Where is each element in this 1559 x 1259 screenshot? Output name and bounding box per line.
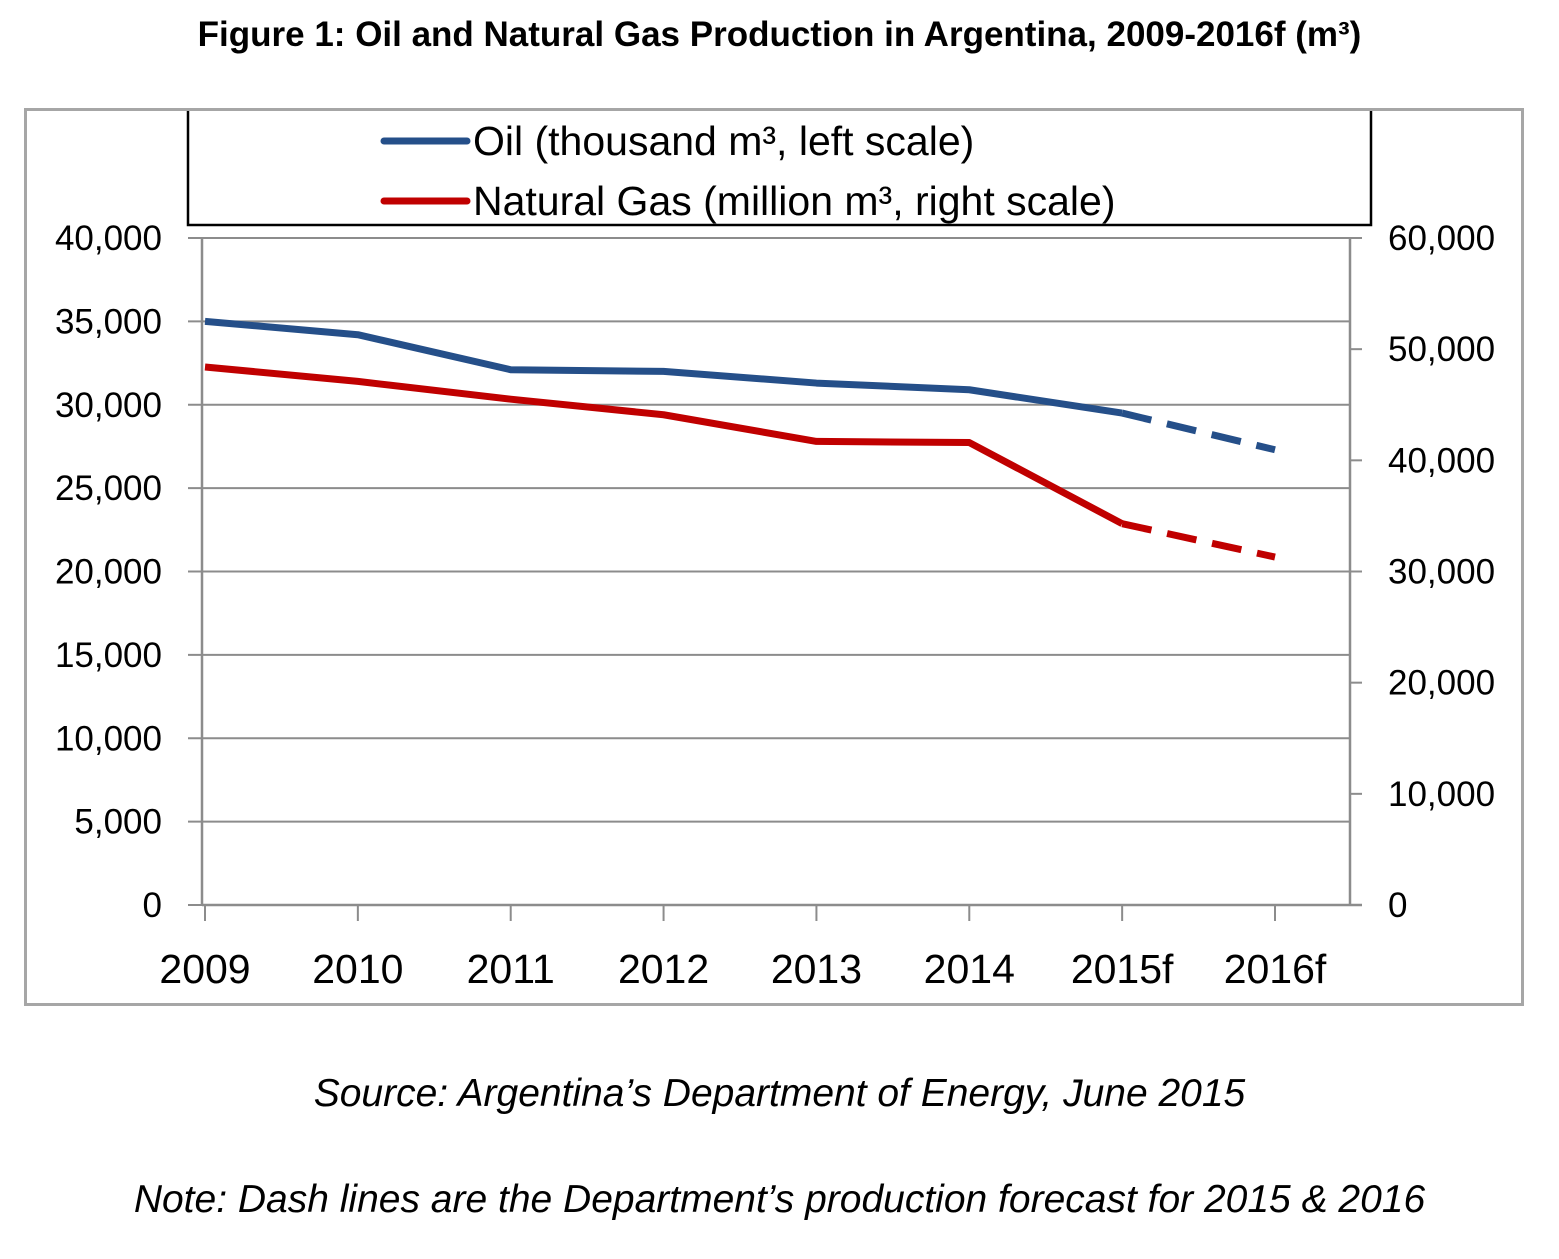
legend: Oil (thousand m³, left scale) Natural Gas… xyxy=(186,111,1373,227)
left-tick-label: 40,000 xyxy=(55,219,162,258)
right-tick-label: 0 xyxy=(1388,886,1407,925)
left-tick-label: 20,000 xyxy=(55,553,162,592)
x-tick-label: 2011 xyxy=(467,946,555,992)
series-line-0 xyxy=(204,317,1123,417)
gridlines xyxy=(202,237,1350,823)
series-layer xyxy=(204,317,1276,561)
legend-label-1: Natural Gas (million m³, right scale) xyxy=(473,178,1116,224)
chart-frame: 0 5,000 10,000 15,000 20,000 25,000 30,000 35,0… xyxy=(24,108,1524,1006)
legend-label-0: Oil (thousand m³, left scale) xyxy=(473,118,974,164)
series-forecast-line-0 xyxy=(1121,409,1276,454)
x-tick-label: 2012 xyxy=(618,946,709,992)
left-tick-label: 35,000 xyxy=(55,302,162,341)
x-tick-label: 2010 xyxy=(312,946,403,992)
x-tick-label: 2013 xyxy=(771,946,862,992)
left-tick-label: 5,000 xyxy=(74,803,162,842)
figure-title: Figure 1: Oil and Natural Gas Production… xyxy=(197,15,1362,54)
left-tick-label: 25,000 xyxy=(55,469,162,508)
forecast-note: Note: Dash lines are the Department’s pr… xyxy=(133,1178,1426,1221)
x-tick-label: 2009 xyxy=(159,946,250,992)
axes: 0 5,000 10,000 15,000 20,000 25,000 30,000 35,0… xyxy=(55,219,1495,992)
right-tick-label: 50,000 xyxy=(1388,330,1495,369)
left-tick-label: 10,000 xyxy=(55,719,162,758)
legend-box xyxy=(186,111,1373,227)
right-tick-label: 30,000 xyxy=(1388,553,1495,592)
right-tick-label: 60,000 xyxy=(1388,219,1495,258)
source-note: Source: Argentina’s Department of Energy… xyxy=(313,1072,1246,1115)
right-tick-label: 10,000 xyxy=(1388,775,1495,814)
right-tick-label: 20,000 xyxy=(1388,664,1495,703)
series-forecast-line-1 xyxy=(1121,520,1276,561)
x-tick-label: 2015f xyxy=(1071,946,1174,992)
x-tick-label: 2014 xyxy=(924,946,1015,992)
left-tick-label: 0 xyxy=(143,886,162,925)
x-tick-label: 2016f xyxy=(1224,946,1327,992)
right-tick-label: 40,000 xyxy=(1388,441,1495,480)
chart-svg: 0 5,000 10,000 15,000 20,000 25,000 30,000 35,0… xyxy=(55,111,1495,992)
left-tick-label: 15,000 xyxy=(55,636,162,675)
left-tick-label: 30,000 xyxy=(55,386,162,425)
